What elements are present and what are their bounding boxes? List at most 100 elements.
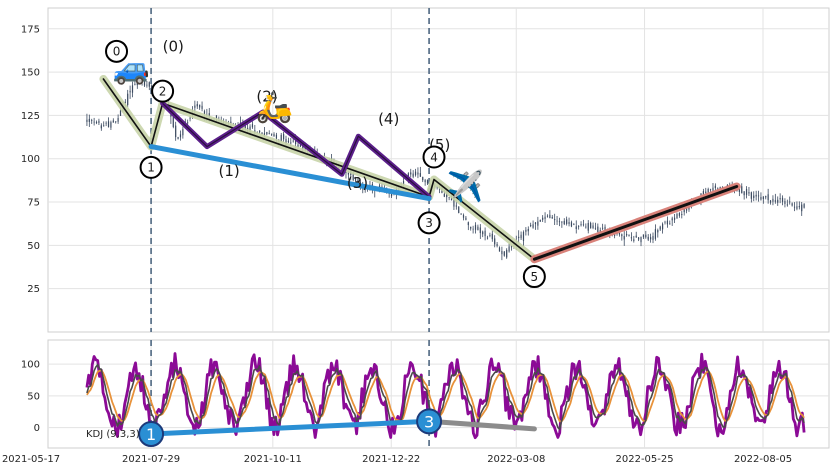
wave-circle-label: 1 [147, 161, 155, 175]
candle-body [618, 232, 621, 235]
candle-body [259, 130, 261, 133]
candle-body [702, 191, 704, 196]
wave-label: (3) [347, 174, 368, 192]
candle-body [678, 212, 680, 216]
candle-body [551, 216, 553, 219]
candle-body [503, 251, 505, 256]
candle-body [287, 140, 290, 143]
candle-body [453, 198, 455, 207]
candle-body [774, 200, 776, 202]
candle-body [745, 188, 748, 195]
candle-body [762, 196, 764, 200]
candle-body [486, 237, 489, 239]
candle-body [566, 219, 568, 224]
candle-body [117, 118, 119, 122]
indicator-y-tick-label: 50 [27, 391, 40, 402]
candle-body [290, 142, 292, 144]
price-y-tick-label: 25 [27, 284, 40, 295]
candle-body [119, 110, 122, 116]
candle-body [520, 234, 522, 239]
candle-body [765, 196, 767, 198]
wave-circle-label: 0 [113, 45, 121, 59]
candle-body [460, 213, 462, 215]
candle-body [654, 229, 657, 239]
candle-body [510, 245, 513, 248]
candle-body [662, 223, 664, 230]
candle-body [707, 188, 709, 193]
candle-body [347, 172, 349, 175]
candle-body [268, 133, 270, 134]
overlay-rally-trend-inner [532, 185, 739, 261]
candle-body [501, 250, 503, 255]
overlay-impulse-inner [102, 78, 536, 261]
candle-body [546, 215, 549, 217]
candle-body [664, 221, 666, 223]
candle-body [467, 222, 469, 226]
candle-body [563, 220, 565, 225]
candle-body [124, 101, 126, 103]
candle-body [518, 236, 520, 238]
candle-body [283, 134, 285, 140]
candle-body [554, 219, 556, 221]
candle-body [570, 222, 573, 227]
wave-circle [522, 265, 546, 289]
price-y-tick-label: 150 [21, 68, 40, 79]
candle-body [527, 229, 529, 232]
candle-body [105, 122, 107, 124]
candle-body [194, 105, 196, 108]
candle-body [134, 84, 136, 85]
candle-body [796, 206, 798, 209]
candle-body [251, 124, 254, 128]
candle-body [614, 234, 616, 236]
candle-body [590, 222, 592, 229]
candle-body [748, 192, 750, 194]
wave-label: (4) [378, 110, 399, 128]
candle-body [496, 244, 498, 246]
candle-body [721, 186, 724, 188]
x-tick-label: 2021-12-22 [362, 454, 420, 465]
signal-line [148, 418, 432, 437]
scooter-icon: 🛵 [256, 90, 293, 125]
candle-body [88, 118, 90, 122]
candle-body [266, 131, 268, 135]
candle-body [709, 189, 712, 191]
candle-body [645, 234, 647, 238]
candle-body [419, 173, 421, 177]
candle-body [107, 121, 110, 127]
candle-body [196, 104, 198, 107]
candle-body [129, 90, 131, 93]
x-tick-label: 2021-05-17 [2, 454, 60, 465]
candle-body [525, 229, 527, 232]
candle-body [508, 246, 510, 252]
candle-body [112, 120, 114, 123]
candle-body [767, 194, 769, 201]
candle-body [131, 85, 134, 93]
candle-body [482, 231, 484, 235]
candle-body [410, 172, 412, 175]
candle-body [455, 205, 457, 207]
indicator-title: KDJ (9,3,3) [86, 429, 140, 440]
wave-circle [139, 155, 163, 179]
candle-body [568, 221, 570, 225]
candle-body [669, 223, 671, 225]
candle-body [630, 237, 633, 239]
price-y-tick-label: 50 [27, 241, 40, 252]
candle-body [650, 237, 652, 240]
candle-body [275, 134, 278, 139]
price-y-axis: 25 50 75 100 125 150 175 [21, 24, 40, 295]
candle-body [139, 76, 141, 82]
candle-body [141, 80, 143, 82]
candle-body [657, 230, 659, 233]
wave-circle [422, 145, 446, 169]
candle-body [573, 224, 575, 226]
candle-body [777, 199, 779, 203]
candle-body [95, 121, 98, 124]
candle-body [179, 134, 182, 138]
candle-body [585, 226, 587, 228]
candle-body [558, 221, 561, 223]
candle-body [299, 144, 302, 147]
candle-body [297, 144, 299, 147]
wave-circle-label: 4 [430, 150, 438, 164]
